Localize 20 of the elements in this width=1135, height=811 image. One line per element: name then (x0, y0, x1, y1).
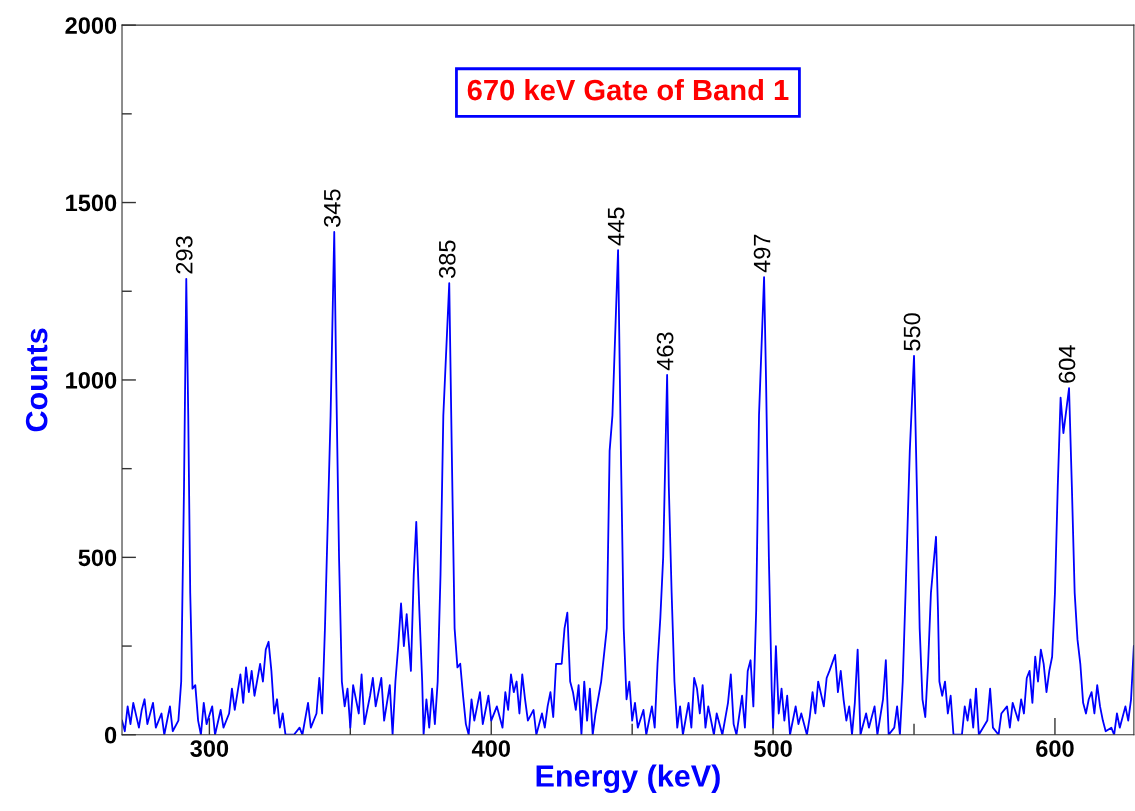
y-tick-label: 2000 (65, 17, 117, 34)
y-tick-label: 0 (104, 726, 117, 744)
annotation: 463 (656, 332, 674, 371)
y-tick-label: 1000 (66, 372, 117, 389)
y-tick-label: 500 (78, 549, 117, 567)
x-tick-label: 600 (1036, 740, 1074, 757)
annotation: 445 (607, 207, 625, 246)
y-tick-label: 1500 (66, 194, 117, 212)
x-axis-title: Energy (keV) (536, 764, 720, 794)
annotation: 345 (323, 189, 341, 227)
annotation: 385 (438, 240, 456, 279)
text: 670 keV Gate of Band 1 (467, 78, 789, 101)
x-tick-label: 500 (754, 740, 792, 757)
annotation: 497 (753, 234, 771, 273)
y-axis-title: Counts (25, 328, 48, 432)
annotation: 293 (175, 236, 193, 274)
annotation: 550 (903, 313, 921, 351)
annotation: 604 (1058, 345, 1076, 383)
x-tick-label: 300 (190, 740, 229, 757)
x-tick-label: 400 (471, 740, 510, 757)
